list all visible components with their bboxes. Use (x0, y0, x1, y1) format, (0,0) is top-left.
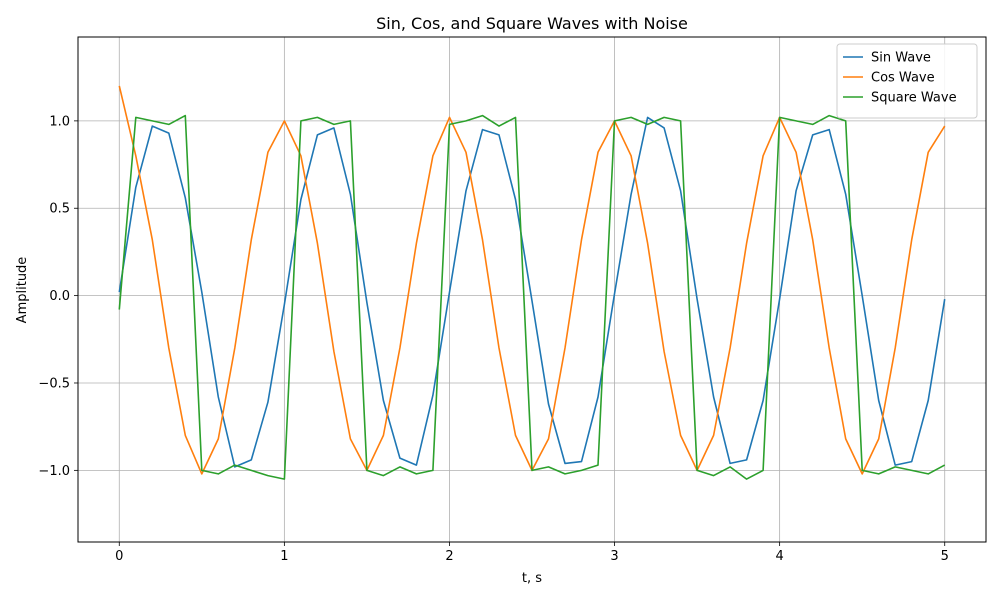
x-tick-label: 4 (775, 549, 783, 564)
x-tick-label: 3 (610, 549, 618, 564)
legend-box (836, 43, 978, 119)
plot-area-frame (77, 36, 987, 543)
x-tick-label: 5 (941, 549, 949, 564)
x-axis-label: t, s (522, 571, 542, 586)
legend-label-sin-wave: Sin Wave (871, 51, 931, 66)
x-tick-label: 1 (280, 549, 288, 564)
y-tick-label: 1.0 (49, 114, 70, 129)
legend-label-cos-wave: Cos Wave (871, 71, 935, 86)
y-tick-label: 0.5 (49, 202, 70, 217)
series-line-sin-wave (118, 116, 946, 468)
series-layer (118, 85, 946, 480)
legend: Sin Wave Cos Wave Square Wave (836, 43, 978, 119)
x-tick-label: 2 (445, 549, 453, 564)
y-axis-label: Amplitude (15, 257, 30, 324)
series-line-square-wave (118, 114, 946, 480)
chart-title: Sin, Cos, and Square Waves with Noise (376, 14, 688, 33)
x-tick-label: 0 (115, 549, 123, 564)
tick-layer: 0 1 2 3 4 5 −1.0 −0.5 0.0 0.5 1.0 (38, 114, 948, 564)
y-tick-label: −0.5 (38, 376, 70, 391)
y-tick-label: −1.0 (38, 464, 70, 479)
y-tick-label: 0.0 (49, 289, 70, 304)
legend-label-square-wave: Square Wave (871, 91, 957, 106)
